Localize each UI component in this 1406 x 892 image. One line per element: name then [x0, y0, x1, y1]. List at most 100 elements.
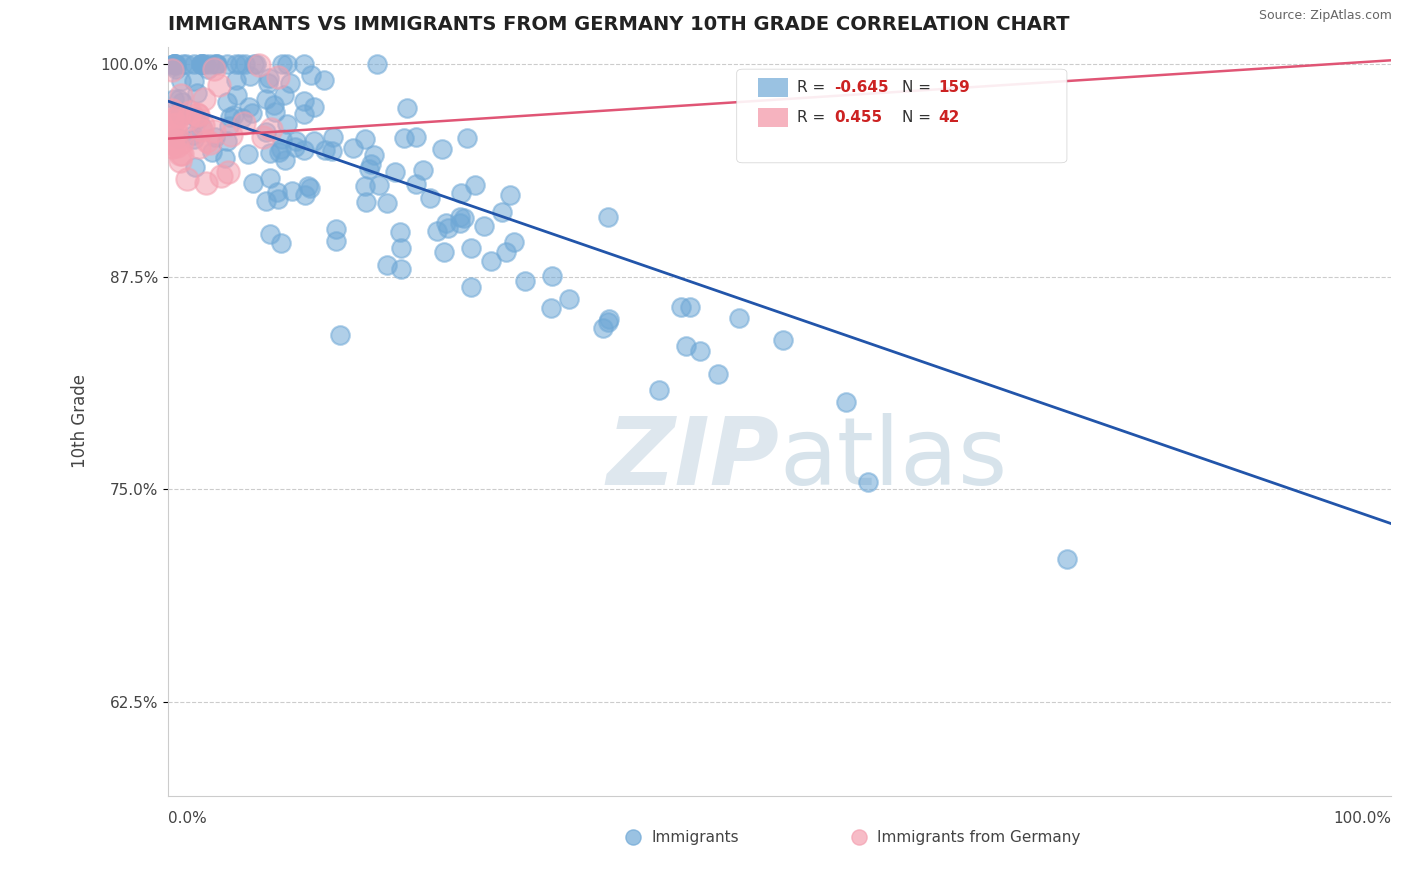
Point	[207, 56, 229, 70]
Point	[276, 117, 298, 131]
Point	[314, 143, 336, 157]
Point	[388, 225, 411, 239]
Text: -0.645: -0.645	[835, 79, 889, 95]
Point	[292, 95, 315, 109]
Point	[366, 56, 388, 70]
Point	[405, 129, 427, 144]
Point	[160, 131, 183, 145]
Point	[342, 141, 364, 155]
Point	[208, 78, 231, 92]
Point	[281, 184, 304, 198]
Point	[186, 86, 208, 100]
Point	[183, 73, 205, 87]
Point	[294, 188, 316, 202]
Point	[357, 162, 380, 177]
FancyBboxPatch shape	[758, 108, 789, 127]
Point	[270, 235, 292, 250]
Point	[598, 315, 620, 329]
Point	[384, 164, 406, 178]
Text: R =: R =	[797, 79, 830, 95]
Point	[1056, 552, 1078, 566]
Text: 0.0%: 0.0%	[169, 811, 207, 826]
Point	[183, 56, 205, 70]
Point	[292, 107, 315, 121]
Point	[163, 56, 186, 70]
Point	[456, 131, 478, 145]
Point	[195, 176, 218, 190]
Point	[218, 120, 240, 134]
Point	[176, 172, 198, 186]
Text: 159: 159	[939, 79, 970, 95]
Point	[209, 169, 232, 183]
Point	[592, 321, 614, 335]
Point	[278, 76, 301, 90]
Point	[201, 145, 224, 159]
Point	[186, 106, 208, 120]
FancyBboxPatch shape	[737, 70, 1067, 163]
Point	[245, 56, 267, 70]
Point	[513, 274, 536, 288]
Point	[222, 108, 245, 122]
Point	[302, 134, 325, 148]
Point	[436, 221, 458, 235]
Point	[260, 121, 283, 136]
Point	[375, 196, 398, 211]
Point	[233, 116, 256, 130]
Point	[648, 383, 671, 397]
Point	[170, 88, 193, 103]
Point	[453, 211, 475, 226]
Point	[191, 118, 214, 132]
Point	[172, 146, 194, 161]
Point	[363, 147, 385, 161]
Point	[772, 334, 794, 348]
Text: 0.455: 0.455	[835, 110, 883, 125]
Point	[284, 140, 307, 154]
Point	[163, 56, 186, 70]
Point	[236, 147, 259, 161]
Point	[163, 58, 186, 72]
Point	[190, 56, 212, 70]
Point	[304, 100, 326, 114]
Point	[596, 211, 619, 225]
Point	[495, 244, 517, 259]
Point	[325, 234, 347, 248]
Point	[276, 56, 298, 70]
Point	[259, 145, 281, 160]
Point	[835, 395, 858, 409]
Point	[472, 219, 495, 234]
Point	[392, 130, 415, 145]
Point	[184, 111, 207, 125]
Point	[160, 136, 183, 151]
Point	[165, 127, 187, 141]
Point	[160, 103, 183, 117]
Point	[160, 134, 183, 148]
Point	[165, 56, 187, 70]
Point	[464, 178, 486, 193]
Text: IMMIGRANTS VS IMMIGRANTS FROM GERMANY 10TH GRADE CORRELATION CHART: IMMIGRANTS VS IMMIGRANTS FROM GERMANY 10…	[169, 15, 1070, 34]
Point	[166, 134, 188, 148]
Point	[481, 253, 503, 268]
Point	[264, 105, 287, 120]
Point	[267, 192, 290, 206]
Point	[434, 216, 457, 230]
Point	[160, 112, 183, 127]
Point	[503, 235, 526, 250]
Point	[165, 117, 187, 131]
Point	[225, 56, 247, 70]
Point	[160, 118, 183, 132]
Point	[239, 69, 262, 83]
Point	[354, 194, 377, 209]
Point	[231, 112, 253, 126]
Point	[284, 134, 307, 148]
Point	[160, 62, 183, 77]
Point	[325, 222, 347, 236]
Text: Source: ZipAtlas.com: Source: ZipAtlas.com	[1258, 9, 1392, 22]
Point	[540, 301, 562, 315]
Point	[217, 164, 239, 178]
Point	[194, 56, 217, 70]
Text: 100.0%: 100.0%	[1333, 811, 1391, 826]
Point	[215, 95, 238, 109]
Point	[190, 123, 212, 137]
Point	[270, 142, 292, 156]
Point	[257, 76, 280, 90]
